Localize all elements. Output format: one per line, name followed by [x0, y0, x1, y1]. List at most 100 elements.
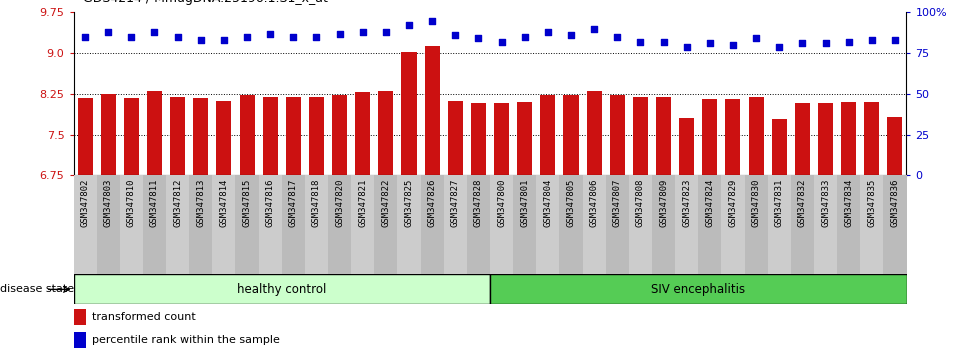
Bar: [860, 175, 883, 274]
Text: GSM347802: GSM347802: [80, 178, 89, 227]
Bar: [679, 118, 694, 175]
Text: GSM347806: GSM347806: [590, 178, 599, 227]
Bar: [239, 96, 255, 175]
Bar: [74, 274, 490, 304]
Text: GSM347830: GSM347830: [752, 178, 760, 227]
Bar: [120, 175, 143, 274]
Bar: [652, 175, 675, 274]
Point: [864, 37, 880, 43]
Text: GSM347827: GSM347827: [451, 178, 460, 227]
Bar: [193, 98, 209, 175]
Text: SIV encephalitis: SIV encephalitis: [651, 283, 746, 296]
Point: [841, 39, 857, 45]
Bar: [564, 96, 578, 175]
Point: [656, 39, 671, 45]
Text: GSM347820: GSM347820: [335, 178, 344, 227]
Bar: [424, 46, 440, 175]
Text: GSM347835: GSM347835: [867, 178, 876, 227]
Text: healthy control: healthy control: [237, 283, 326, 296]
Text: GSM347822: GSM347822: [381, 178, 390, 227]
Bar: [171, 97, 185, 175]
Bar: [123, 98, 139, 175]
Bar: [444, 175, 466, 274]
Text: percentile rank within the sample: percentile rank within the sample: [92, 335, 279, 346]
Point: [309, 34, 324, 40]
Bar: [74, 332, 86, 348]
Bar: [74, 175, 97, 274]
Bar: [540, 96, 556, 175]
Bar: [147, 91, 162, 175]
Text: GSM347825: GSM347825: [405, 178, 414, 227]
Bar: [703, 99, 717, 175]
Text: GSM347800: GSM347800: [497, 178, 506, 227]
Point: [610, 34, 625, 40]
Point: [424, 18, 440, 23]
Bar: [398, 175, 420, 274]
Point: [285, 34, 301, 40]
Point: [77, 34, 93, 40]
Bar: [725, 99, 741, 175]
Bar: [351, 175, 374, 274]
Bar: [259, 175, 282, 274]
Bar: [721, 175, 745, 274]
Bar: [749, 97, 763, 175]
Bar: [420, 175, 444, 274]
Bar: [282, 175, 305, 274]
Text: disease state: disease state: [0, 284, 74, 295]
Text: GSM347805: GSM347805: [566, 178, 575, 227]
Text: GSM347821: GSM347821: [359, 178, 368, 227]
Text: GSM347809: GSM347809: [659, 178, 668, 227]
Bar: [818, 103, 833, 175]
Text: GSM347813: GSM347813: [196, 178, 205, 227]
Bar: [490, 274, 906, 304]
Text: GSM347834: GSM347834: [844, 178, 854, 227]
Point: [239, 34, 255, 40]
Bar: [217, 101, 231, 175]
Point: [540, 29, 556, 35]
Point: [632, 39, 648, 45]
Point: [448, 32, 464, 38]
Bar: [74, 309, 86, 325]
Bar: [791, 175, 814, 274]
Bar: [633, 97, 648, 175]
Bar: [166, 175, 189, 274]
Point: [147, 29, 163, 35]
Point: [100, 29, 116, 35]
Point: [702, 40, 717, 46]
Bar: [837, 175, 860, 274]
Bar: [235, 175, 259, 274]
Text: GSM347832: GSM347832: [798, 178, 807, 227]
Bar: [402, 52, 416, 175]
Point: [355, 29, 370, 35]
Point: [771, 44, 787, 50]
Text: GSM347829: GSM347829: [728, 178, 738, 227]
Bar: [656, 97, 671, 175]
Bar: [675, 175, 698, 274]
Bar: [213, 175, 235, 274]
Bar: [490, 175, 514, 274]
Text: GSM347810: GSM347810: [126, 178, 136, 227]
Text: GSM347803: GSM347803: [104, 178, 113, 227]
Bar: [606, 175, 629, 274]
Text: GSM347817: GSM347817: [289, 178, 298, 227]
Bar: [263, 97, 277, 175]
Text: GSM347836: GSM347836: [891, 178, 900, 227]
Text: transformed count: transformed count: [92, 312, 196, 322]
Bar: [309, 97, 324, 175]
Bar: [143, 175, 166, 274]
Text: GSM347807: GSM347807: [612, 178, 621, 227]
Point: [378, 29, 394, 35]
Bar: [864, 102, 879, 175]
Point: [795, 40, 810, 46]
Text: GSM347818: GSM347818: [312, 178, 321, 227]
Bar: [494, 103, 509, 175]
Text: GSM347815: GSM347815: [242, 178, 252, 227]
Bar: [355, 92, 370, 175]
Text: GSM347811: GSM347811: [150, 178, 159, 227]
Bar: [841, 102, 857, 175]
Point: [887, 37, 903, 43]
Bar: [328, 175, 351, 274]
Point: [725, 42, 741, 48]
Bar: [97, 175, 120, 274]
Point: [564, 32, 579, 38]
